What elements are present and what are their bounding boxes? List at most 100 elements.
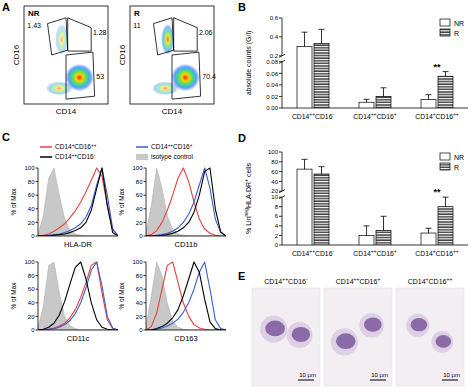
- axis-title: % of Max: [118, 188, 125, 216]
- tick-label: 0.04: [266, 82, 278, 88]
- tick: [279, 73, 282, 74]
- curve: [146, 168, 226, 236]
- tick: [144, 195, 147, 196]
- text-run: Lin: [245, 216, 252, 225]
- axis-title: % of Max: [118, 282, 125, 310]
- bar: [297, 46, 312, 108]
- error-line: [366, 226, 367, 236]
- text-run: 20: [271, 188, 278, 194]
- tick: [36, 236, 39, 237]
- dot-plot: [130, 6, 214, 104]
- error-cap: [302, 159, 308, 160]
- error-bar: [364, 99, 370, 102]
- tick-label: 20: [136, 314, 143, 320]
- image-title: CD14+CD16++: [408, 276, 453, 285]
- tick-label: 0.06: [266, 71, 278, 77]
- tick: [144, 289, 147, 290]
- nucleus: [292, 327, 311, 342]
- x-axis: [38, 236, 118, 237]
- area: [38, 262, 118, 330]
- legend-swatch: [440, 163, 450, 170]
- plot-frame: [24, 6, 108, 104]
- gate-value: 1.28: [93, 29, 107, 36]
- text-run: D: [238, 132, 246, 144]
- panel-letter: B: [238, 1, 246, 13]
- tick: [279, 161, 282, 162]
- text-run: 60: [28, 286, 35, 292]
- curve: [146, 168, 226, 236]
- bar: [359, 235, 374, 245]
- legend-label: CD14+CD16++: [55, 143, 97, 150]
- tick: [144, 275, 147, 276]
- text-run: CD16: [173, 143, 190, 150]
- tick-label: 0.02: [266, 94, 278, 100]
- tick: [279, 225, 282, 226]
- area: [146, 262, 226, 330]
- text-run: 2: [275, 233, 279, 239]
- text-run: 0: [139, 327, 143, 333]
- tick: [279, 191, 282, 192]
- error-bar: [302, 32, 308, 46]
- error-line: [428, 95, 429, 100]
- text-run: CD14: [56, 107, 77, 116]
- category-label: CD14+CD16++: [415, 112, 458, 120]
- cell: [406, 314, 429, 337]
- tick-label: 0.08: [266, 59, 278, 65]
- text-run: cells: [245, 163, 252, 179]
- error-line: [383, 88, 384, 97]
- error-cap: [426, 228, 432, 229]
- legend-swatch: [136, 154, 148, 160]
- text-run: CD14: [292, 113, 310, 120]
- scale-bar: [370, 380, 386, 381]
- text-run: b: [193, 240, 197, 249]
- text-run: CD14: [151, 143, 168, 150]
- text-run: 40: [28, 300, 35, 306]
- text-run: 0.06: [266, 71, 278, 77]
- text-run: R: [454, 164, 459, 171]
- text-run: 0: [31, 327, 35, 333]
- error-cap: [364, 99, 370, 100]
- text-run: 0.00: [266, 105, 278, 111]
- error-bar: [381, 88, 387, 97]
- text-run: 11: [133, 22, 140, 29]
- tick-label: 80: [271, 159, 278, 165]
- legend-swatch: [136, 146, 148, 148]
- text-run: E: [238, 270, 245, 282]
- text-run: 80: [136, 273, 143, 279]
- text-run: % of Max: [118, 282, 125, 310]
- text-run: 0: [275, 242, 279, 248]
- tick-label: 6: [275, 213, 279, 219]
- error-cap: [364, 225, 370, 226]
- tick-label: 40: [136, 300, 143, 306]
- dot-plot: [24, 6, 108, 104]
- error-cap: [381, 216, 387, 217]
- tick: [279, 84, 282, 85]
- text-run: CD14: [353, 250, 371, 257]
- error-cap: [443, 197, 449, 198]
- text-run: R: [134, 9, 140, 18]
- error-cap: [381, 87, 387, 88]
- text-run: 100: [132, 259, 143, 265]
- plot-title: CD11b: [175, 240, 198, 249]
- text-run: HLA-DR: [245, 182, 252, 208]
- x-axis: [146, 236, 226, 237]
- text-run: +: [394, 112, 397, 117]
- tick: [36, 208, 39, 209]
- text-run: 100: [24, 165, 35, 171]
- tick-label: 40: [28, 206, 35, 212]
- text-run: isotype control: [151, 153, 193, 161]
- panel-letter: A: [2, 1, 10, 13]
- legend-swatch: [440, 19, 450, 26]
- error-line: [445, 72, 446, 77]
- text-run: 80: [136, 179, 143, 185]
- text-run: CD14: [415, 113, 433, 120]
- text-run: -: [332, 249, 334, 254]
- text-run: C: [2, 131, 10, 143]
- text-run: CD14: [162, 107, 183, 116]
- axis-title: % LinnegHLA-DR+ cells: [243, 163, 252, 234]
- curves: [146, 168, 226, 236]
- tick: [279, 18, 282, 19]
- text-run: NR: [454, 154, 464, 161]
- tick: [279, 206, 282, 207]
- text-run: 10: [271, 194, 278, 200]
